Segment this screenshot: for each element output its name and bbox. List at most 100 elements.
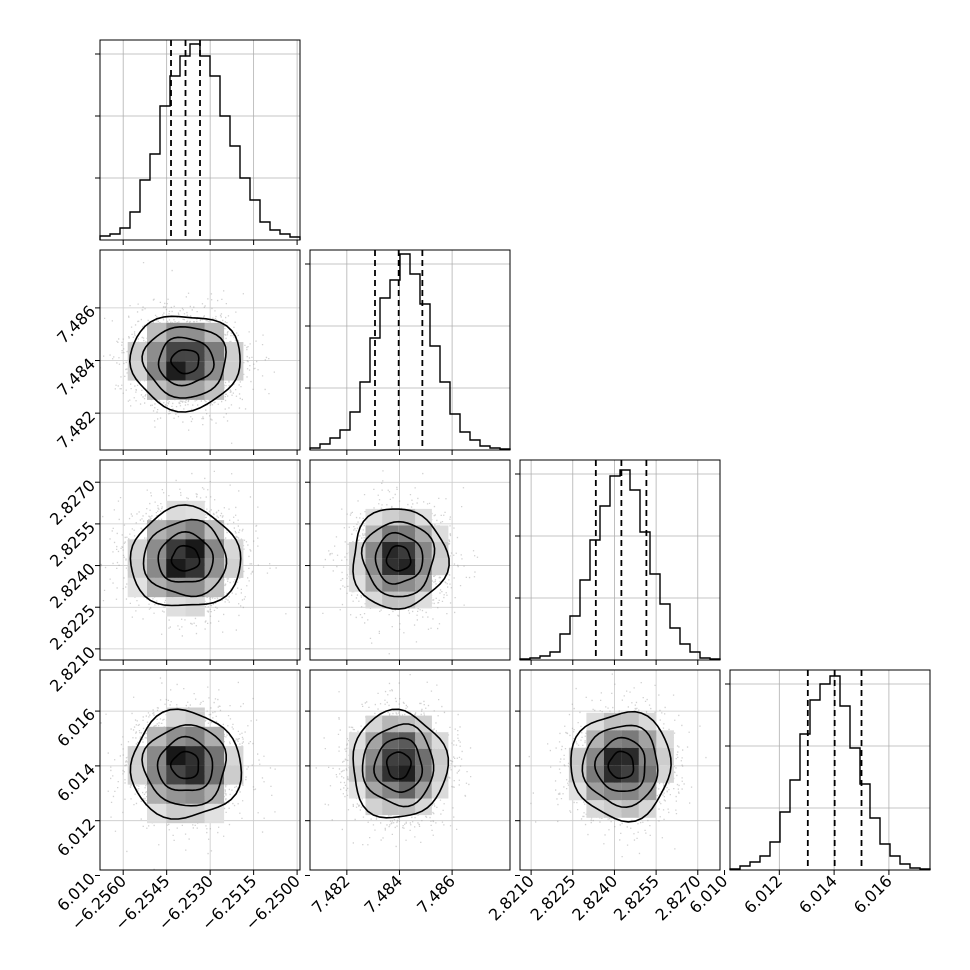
scatter-panel-4-3 bbox=[519, 669, 721, 871]
density-cell bbox=[603, 800, 622, 818]
density-cell bbox=[204, 342, 225, 362]
density-cell bbox=[147, 322, 167, 343]
density-cell bbox=[166, 746, 186, 766]
density-cell bbox=[365, 732, 383, 749]
contour-level-1 bbox=[170, 349, 200, 375]
density-cell bbox=[166, 361, 186, 381]
panel-frame bbox=[729, 669, 931, 871]
x-tick-label: 6.016 bbox=[850, 871, 896, 917]
contour-level-1 bbox=[385, 751, 412, 780]
scatter-panel-2-1 bbox=[99, 249, 301, 451]
density-cell bbox=[348, 575, 366, 592]
histogram-panel-3 bbox=[515, 459, 721, 661]
contour-level-3 bbox=[361, 723, 435, 808]
histogram-step bbox=[309, 253, 511, 450]
contour-level-4 bbox=[352, 708, 450, 819]
contour-level-1 bbox=[169, 750, 200, 780]
density-cell bbox=[204, 784, 225, 804]
contour-level-4 bbox=[129, 504, 242, 607]
density-cell bbox=[166, 322, 186, 343]
density-cell bbox=[621, 765, 639, 783]
histogram-panel-2 bbox=[305, 249, 511, 451]
contour-level-3 bbox=[141, 325, 227, 399]
density-cell bbox=[638, 712, 657, 731]
panel-background bbox=[310, 250, 510, 450]
x-tick-label: 6.014 bbox=[795, 871, 841, 917]
density-cell bbox=[185, 577, 205, 598]
panel-content bbox=[310, 460, 510, 660]
density-cell bbox=[365, 798, 383, 816]
contour-level-4 bbox=[128, 315, 241, 413]
density-cell bbox=[166, 726, 186, 747]
density-cell bbox=[147, 539, 167, 559]
density-cell bbox=[185, 803, 205, 824]
contour-level-2 bbox=[373, 737, 424, 794]
density-cell bbox=[166, 500, 186, 521]
y-tick-label: 2.8255 bbox=[46, 518, 99, 571]
panel-background bbox=[520, 460, 720, 660]
density-cell bbox=[415, 748, 432, 766]
panel-frame bbox=[99, 249, 301, 451]
density-cell bbox=[204, 803, 225, 824]
density-cell bbox=[415, 798, 432, 816]
density-cell bbox=[415, 765, 432, 782]
y-tick-label: 2.8240 bbox=[46, 559, 99, 612]
scatter-panel-4-2 bbox=[309, 669, 511, 871]
density-cell bbox=[621, 782, 639, 801]
panel-frame bbox=[99, 669, 301, 871]
density-cell bbox=[398, 732, 416, 749]
contour-level-4 bbox=[570, 710, 672, 823]
density-cell bbox=[147, 520, 167, 540]
histogram-panel-4 bbox=[725, 669, 931, 871]
density-cell bbox=[382, 798, 399, 816]
density-cell bbox=[348, 765, 366, 782]
panel-content bbox=[100, 250, 300, 450]
density-cell bbox=[166, 803, 186, 824]
density-cell bbox=[415, 525, 432, 543]
contour-level-2 bbox=[156, 735, 214, 792]
y-tick-label: 2.8210 bbox=[46, 643, 99, 696]
contour-level-4 bbox=[352, 508, 450, 610]
contour-level-2 bbox=[157, 530, 215, 583]
density-cell bbox=[365, 542, 383, 559]
panel-frame bbox=[519, 669, 721, 871]
density-cell bbox=[431, 732, 449, 749]
density-cell bbox=[147, 784, 167, 804]
x-tick-label: 7.484 bbox=[360, 871, 406, 917]
scatter-panel-3-2 bbox=[309, 459, 511, 661]
density-cell bbox=[147, 342, 167, 362]
density-cell bbox=[382, 781, 399, 799]
density-cell bbox=[365, 508, 383, 526]
x-tick-label: 2.8210 bbox=[485, 871, 538, 924]
density-cell bbox=[204, 746, 225, 766]
density-cell bbox=[166, 707, 186, 727]
density-cell bbox=[147, 746, 167, 766]
density-cell bbox=[204, 380, 225, 400]
panel-frame bbox=[519, 459, 721, 661]
density-cell bbox=[431, 525, 449, 543]
y-tick-label: 7.484 bbox=[53, 354, 99, 400]
density-cell bbox=[224, 765, 244, 785]
panel-background bbox=[730, 670, 930, 870]
contour-level-1 bbox=[170, 544, 201, 572]
panel-content bbox=[520, 670, 720, 870]
density-cell bbox=[365, 748, 383, 766]
panel-frame bbox=[99, 39, 301, 241]
density-cell bbox=[621, 712, 639, 731]
density-cell bbox=[185, 520, 205, 540]
contour-level-3 bbox=[360, 520, 436, 598]
x-tick-label: 7.482 bbox=[308, 871, 354, 917]
contour-level-2 bbox=[374, 531, 424, 585]
density-cell bbox=[127, 361, 147, 381]
y-tick-label: 6.014 bbox=[53, 760, 99, 806]
panel-frame bbox=[309, 249, 511, 451]
contour-level-4 bbox=[129, 708, 243, 820]
x-tick-label: 2.8225 bbox=[527, 871, 580, 924]
y-tick-label: 2.8270 bbox=[46, 476, 99, 529]
density-cell bbox=[204, 577, 225, 598]
density-cell bbox=[431, 748, 449, 766]
density-cell bbox=[185, 726, 205, 747]
density-cell bbox=[204, 361, 225, 381]
density-cell bbox=[431, 558, 449, 576]
